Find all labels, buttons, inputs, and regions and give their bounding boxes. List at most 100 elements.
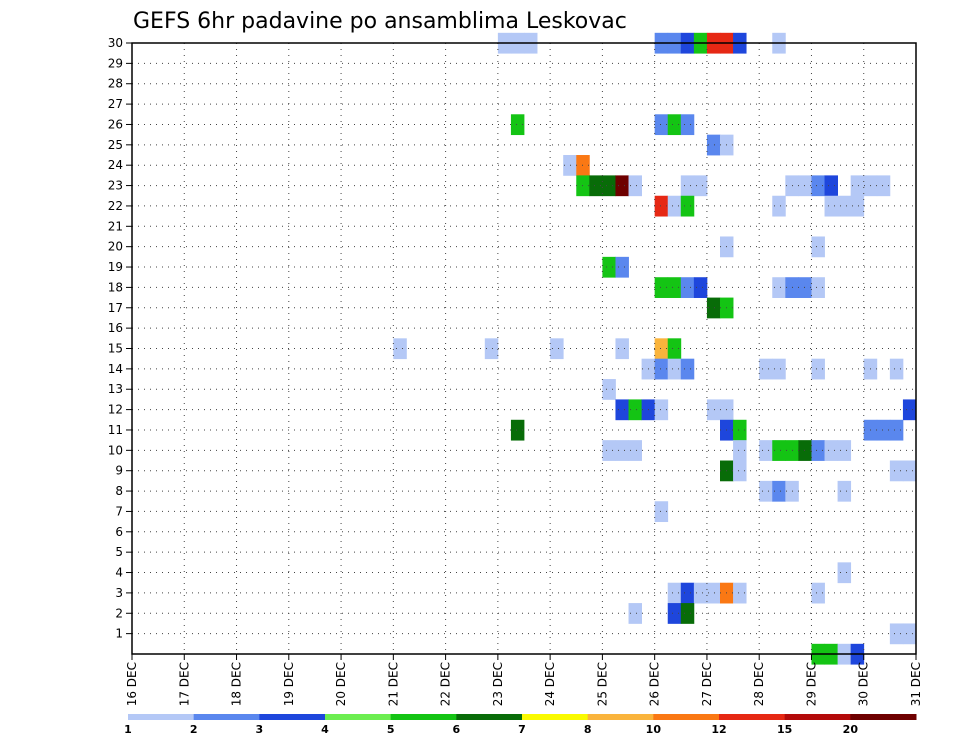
y-tick-label: 7 [115,504,123,518]
y-tick-label: 28 [108,77,123,91]
heatmap-cell [876,419,891,441]
heatmap-cell [902,623,917,645]
heatmap-cell [550,338,564,360]
heatmap-cell [693,582,708,604]
x-tick-label: 21 DEC [386,662,400,706]
legend-label: 4 [321,723,329,736]
heatmap-cell [706,134,721,156]
legend-swatch [719,714,786,720]
legend-swatch [390,714,457,720]
y-tick-label: 21 [108,219,123,233]
legend-swatch [522,714,589,720]
heatmap-cell [759,440,773,461]
heatmap-cell [693,175,708,197]
heatmap-cell [393,338,407,360]
y-tick-label: 5 [115,545,123,559]
heatmap-cell [811,175,825,197]
y-tick-label: 26 [108,117,123,131]
heatmap-cell [733,440,747,461]
legend-swatch [456,714,523,720]
legend-label: 12 [711,723,726,736]
y-tick-label: 14 [108,362,123,376]
heatmap-cell [602,379,616,400]
heatmap-cell [654,195,669,217]
heatmap-cell [889,460,904,482]
heatmap-cell [615,440,629,461]
x-tick-label: 23 DEC [491,662,505,706]
legend-swatch [653,714,720,720]
heatmap-cell [602,256,616,278]
x-tick-label: 24 DEC [543,662,557,706]
heatmap-cell [615,256,629,278]
heatmap-cell [510,419,525,441]
y-tick-label: 30 [108,36,123,50]
heatmap-cell [589,175,603,197]
legend-swatch [784,714,851,720]
heatmap-cell [772,277,786,298]
x-tick-label: 19 DEC [282,662,296,706]
heatmap-cell [811,440,825,461]
heatmap-cell [759,480,773,502]
heatmap-cell [902,460,917,482]
heatmap-cell [654,338,669,360]
heatmap-cell [850,195,865,217]
legend-label: 7 [518,723,526,736]
y-tick-label: 1 [115,627,123,641]
heatmap-cell [706,399,721,421]
legend-label: 8 [584,723,592,736]
y-tick-label: 24 [108,158,123,172]
y-tick-label: 18 [108,280,123,294]
y-tick-label: 11 [108,423,123,437]
legend-label: 10 [646,723,662,736]
heatmap-cell [733,582,747,604]
heatmap-cell [824,195,838,217]
legend-label: 6 [453,723,461,736]
heatmap-cell [615,175,629,197]
heatmap-cell [798,277,812,298]
y-tick-label: 12 [108,403,123,417]
legend-swatch [850,714,917,720]
heatmap-cell [628,603,642,624]
heatmap-cell [667,603,682,624]
legend-swatch [325,714,392,720]
heatmap-cell [811,582,825,604]
x-tick-label: 25 DEC [595,662,609,706]
x-tick-label: 31 DEC [909,662,923,706]
heatmap-cell [876,175,891,197]
y-tick-label: 25 [108,138,123,152]
legend-label: 1 [124,723,132,736]
heatmap-cell [811,277,825,298]
x-tick-label: 20 DEC [334,662,348,706]
heatmap-cell [510,114,525,136]
heatmap-cell [602,175,616,197]
heatmap-cell [837,440,852,461]
heatmap-cell [693,277,708,298]
heatmap-cell [680,195,695,217]
heatmap-cell [615,338,629,360]
x-tick-label: 17 DEC [177,662,191,706]
heatmap-cell [654,114,669,136]
heatmap-cell [680,277,695,298]
x-tick-label: 28 DEC [752,662,766,706]
heatmap-cell [811,236,825,258]
heatmap-cell [706,297,721,319]
heatmap-cell [772,480,786,502]
legend-swatch [587,714,654,720]
legend-label: 3 [256,723,264,736]
y-tick-label: 22 [108,199,123,213]
y-tick-label: 9 [115,464,123,478]
heatmap-cell [759,358,773,380]
heatmap-cell [772,195,786,217]
y-tick-label: 4 [115,566,123,580]
heatmap-cell [733,460,747,482]
y-tick-label: 16 [108,321,123,335]
heatmap-cell [563,155,577,176]
heatmap-cell [889,623,904,645]
legend-swatch [193,714,260,720]
heatmap-cell [484,338,499,360]
y-tick-label: 6 [115,525,123,539]
heatmap-cell [733,419,747,441]
x-tick-label: 30 DEC [857,662,871,706]
y-tick-label: 8 [115,484,123,498]
heatmap-cell [837,480,852,502]
